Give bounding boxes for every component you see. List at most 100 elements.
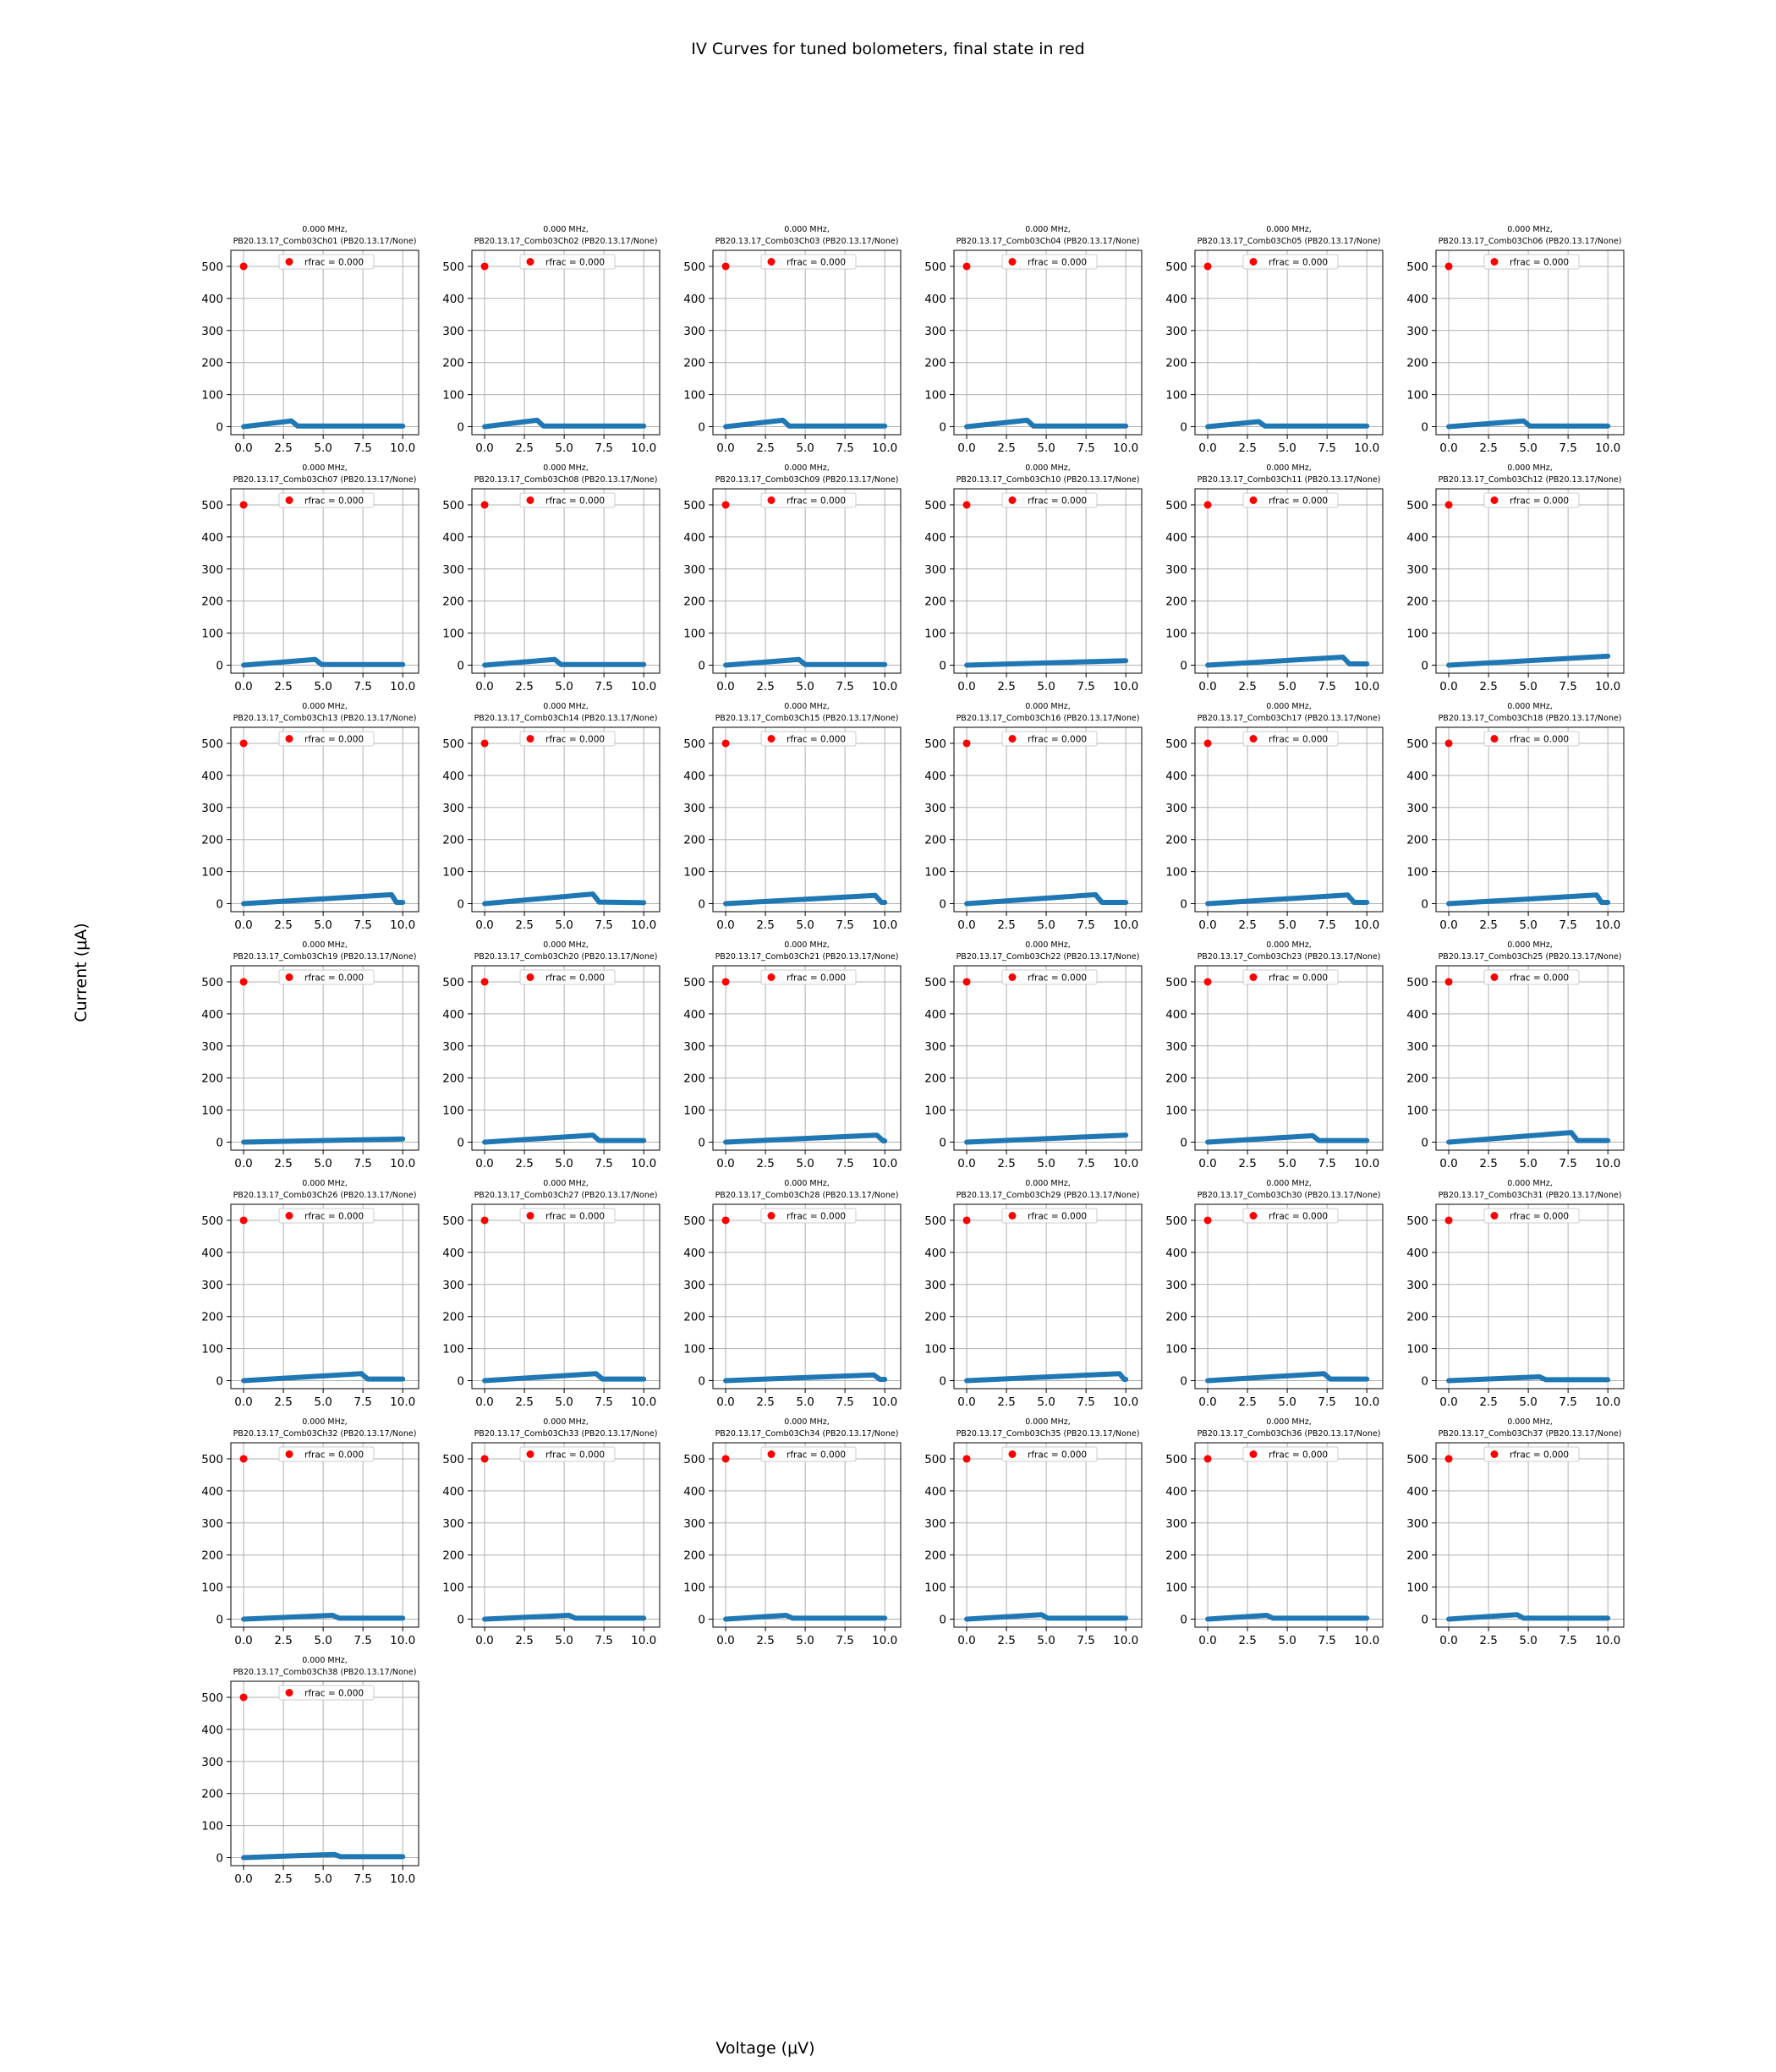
- subplot-frequency-label: 0.000 MHz,: [1507, 463, 1553, 473]
- final-state-point: [1203, 1455, 1212, 1463]
- subplot-frame: [953, 1442, 1143, 1628]
- subplot-frame: [712, 249, 902, 436]
- x-tick-label: 7.5: [595, 1157, 612, 1170]
- legend-marker: [1008, 496, 1017, 504]
- y-tick-label: 200: [924, 595, 946, 609]
- y-tick-label: 300: [201, 1517, 223, 1531]
- final-state-point: [721, 739, 730, 748]
- iv-curve-series: [1446, 1130, 1611, 1145]
- y-tick-label: 200: [1165, 1549, 1187, 1563]
- subplot-frequency-label: 0.000 MHz,: [1266, 702, 1312, 711]
- y-tick-label: 300: [924, 1517, 946, 1531]
- subplot-frequency-label: 0.000 MHz,: [1507, 225, 1553, 234]
- y-tick-label: 500: [924, 976, 946, 989]
- y-tick-label: 0: [216, 1137, 223, 1150]
- final-state-point: [721, 262, 730, 271]
- y-tick-label: 400: [683, 1485, 705, 1499]
- x-tick-label: 5.0: [1278, 1157, 1296, 1170]
- subplot-frame: [1194, 1442, 1384, 1628]
- subplot-channel-label: PB20.13.17_Comb03Ch37 (PB20.13.17/None): [1439, 1429, 1622, 1439]
- subplot: 0.000 MHz, PB20.13.17_Comb03Ch33 (PB20.13…: [442, 1417, 661, 1647]
- final-state-point: [962, 739, 971, 748]
- y-tick-label: 300: [442, 563, 464, 577]
- x-tick-label: 10.0: [1113, 441, 1138, 455]
- legend-marker: [285, 735, 293, 743]
- legend-marker: [1008, 973, 1017, 981]
- subplot-frequency-label: 0.000 MHz,: [302, 1656, 348, 1665]
- legend-label: rfrac = 0.000: [304, 1450, 364, 1461]
- x-tick-label: 5.0: [314, 1872, 332, 1886]
- subplot-frame: [230, 488, 419, 674]
- x-tick-label: 7.5: [836, 1395, 853, 1409]
- legend-box: [278, 1685, 375, 1701]
- x-tick-label: 10.0: [390, 1395, 415, 1409]
- x-tick-label: 2.5: [997, 441, 1015, 455]
- y-tick-label: 500: [201, 1691, 223, 1705]
- y-tick-label: 400: [1406, 1485, 1428, 1499]
- x-tick-label: 7.5: [1077, 1634, 1094, 1647]
- y-tick-label: 100: [683, 389, 705, 403]
- subplot: 0.000 MHz, PB20.13.17_Comb03Ch02 (PB20.13…: [442, 225, 661, 455]
- x-tick-label: 2.5: [756, 1634, 774, 1647]
- y-tick-label: 400: [1406, 770, 1428, 783]
- x-tick-label: 0.0: [957, 918, 975, 932]
- subplot: 0.000 MHz, PB20.13.17_Comb03Ch16 (PB20.13…: [924, 702, 1143, 932]
- y-tick-label: 200: [924, 1072, 946, 1086]
- final-state-point: [239, 978, 248, 986]
- y-tick-label: 0: [698, 898, 705, 912]
- legend-label: rfrac = 0.000: [1269, 973, 1328, 984]
- subplot-frame: [1435, 726, 1625, 913]
- x-tick-label: 7.5: [1559, 1157, 1576, 1170]
- y-tick-label: 0: [1421, 898, 1428, 912]
- legend-marker: [526, 735, 534, 743]
- y-tick-label: 300: [1406, 1040, 1428, 1054]
- subplot: 0.000 MHz, PB20.13.17_Comb03Ch26 (PB20.13…: [201, 1179, 419, 1409]
- legend-box: [1001, 1208, 1098, 1224]
- x-tick-label: 10.0: [1595, 1395, 1620, 1409]
- legend-marker: [767, 735, 776, 743]
- x-tick-label: 0.0: [1198, 441, 1216, 455]
- subplot-frame: [712, 965, 902, 1151]
- y-tick-label: 400: [1165, 1485, 1187, 1499]
- y-tick-label: 200: [683, 1311, 705, 1324]
- y-tick-label: 300: [924, 563, 946, 577]
- y-tick-label: 100: [1406, 1105, 1428, 1118]
- y-tick-label: 0: [216, 660, 223, 673]
- subplot-channel-label: PB20.13.17_Comb03Ch33 (PB20.13.17/None): [474, 1429, 658, 1439]
- x-tick-label: 7.5: [1318, 1634, 1335, 1647]
- final-state-point: [962, 1455, 971, 1463]
- x-tick-label: 5.0: [1519, 1395, 1537, 1409]
- legend-box: [1483, 731, 1580, 747]
- subplot-frame: [1194, 726, 1384, 913]
- x-tick-label: 5.0: [555, 1157, 573, 1170]
- iv-curve-series: [1446, 1612, 1611, 1622]
- subplot: 0.000 MHz, PB20.13.17_Comb03Ch07 (PB20.13…: [201, 463, 419, 693]
- legend-label: rfrac = 0.000: [545, 1212, 605, 1222]
- y-tick-label: 400: [1165, 531, 1187, 545]
- x-tick-label: 5.0: [1037, 441, 1055, 455]
- final-state-point: [1203, 978, 1212, 986]
- x-tick-label: 2.5: [756, 1157, 774, 1170]
- x-tick-label: 2.5: [1479, 1157, 1497, 1170]
- subplot-frequency-label: 0.000 MHz,: [1025, 1417, 1071, 1427]
- y-tick-label: 200: [201, 834, 223, 847]
- y-tick-label: 0: [1180, 660, 1187, 673]
- x-tick-label: 5.0: [314, 918, 332, 932]
- subplot-frequency-label: 0.000 MHz,: [1507, 1417, 1553, 1427]
- x-tick-label: 0.0: [957, 441, 975, 455]
- x-tick-label: 2.5: [515, 1634, 533, 1647]
- subplot-frequency-label: 0.000 MHz,: [1266, 463, 1312, 473]
- y-tick-label: 500: [1406, 499, 1428, 513]
- iv-curve-series: [964, 1612, 1129, 1622]
- legend-box: [519, 492, 616, 508]
- iv-curve-series: [482, 891, 647, 907]
- x-tick-label: 5.0: [796, 441, 814, 455]
- x-tick-label: 0.0: [716, 1634, 734, 1647]
- subplot-frequency-label: 0.000 MHz,: [1266, 1179, 1312, 1188]
- y-tick-label: 200: [1165, 1072, 1187, 1086]
- x-tick-label: 5.0: [1519, 441, 1537, 455]
- y-tick-label: 100: [201, 1343, 223, 1357]
- final-state-point: [962, 501, 971, 509]
- x-tick-label: 5.0: [796, 918, 814, 932]
- x-tick-label: 0.0: [234, 918, 252, 932]
